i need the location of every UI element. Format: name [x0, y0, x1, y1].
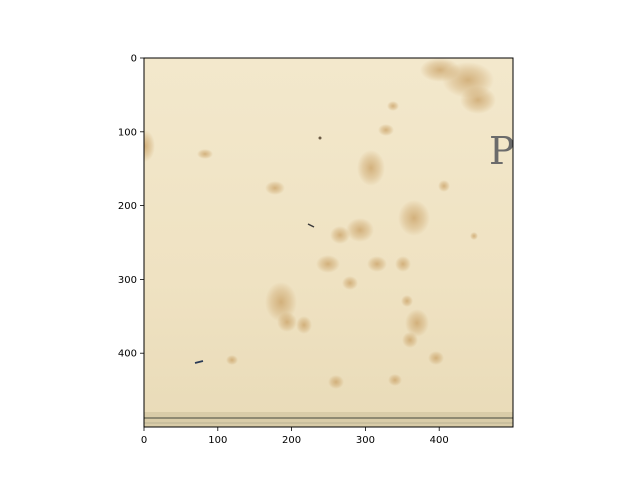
foxing-stain: [265, 282, 297, 322]
x-tick-label: 400: [430, 435, 449, 446]
x-tick-label: 300: [356, 435, 375, 446]
foxing-stain: [460, 86, 496, 114]
foxing-stains: [144, 58, 496, 389]
x-tick-label: 100: [208, 435, 227, 446]
foxing-stain: [144, 130, 155, 162]
y-tick-label: 100: [118, 127, 137, 138]
foxing-stain: [401, 295, 413, 307]
ink-mark-blue: [194, 360, 204, 364]
foxing-stain: [405, 309, 429, 337]
foxing-stain: [438, 180, 450, 192]
foxing-stain: [378, 124, 394, 136]
foxing-stain: [388, 374, 402, 386]
foxing-stain: [328, 375, 344, 389]
paper-background: [144, 58, 513, 427]
paper-bottom-edge: [144, 412, 513, 427]
foxing-stain: [387, 101, 399, 111]
foxing-stain: [346, 218, 374, 242]
foxing-stain: [357, 150, 385, 186]
x-tick-label: 0: [141, 435, 147, 446]
x-axis: 0 100 200 300 400: [141, 427, 449, 446]
foxing-stain: [296, 316, 312, 334]
foxing-stain: [197, 149, 213, 159]
y-axis: 0 100 200 300 400: [118, 54, 144, 360]
foxing-stain: [226, 355, 238, 365]
foxing-stain: [367, 256, 387, 272]
axes-frame: [143, 57, 514, 428]
y-tick-label: 0: [131, 54, 137, 65]
y-tick-label: 300: [118, 275, 137, 286]
foxing-stain: [398, 200, 430, 236]
foxing-stain: [316, 255, 340, 273]
y-tick-label: 200: [118, 201, 137, 212]
foxing-stain: [265, 181, 285, 195]
foxing-stain: [330, 226, 350, 244]
foxing-stain: [395, 256, 411, 272]
foxing-stain: [402, 332, 418, 348]
foxing-stain: [420, 58, 460, 82]
x-tick-label: 200: [282, 435, 301, 446]
foxing-stain: [470, 232, 478, 240]
y-tick-label: 400: [118, 349, 137, 360]
paper-image: P: [144, 58, 515, 427]
foxing-stain: [277, 312, 297, 332]
foxing-stain: [342, 276, 358, 290]
foxing-stain: [428, 351, 444, 365]
ink-dot: [318, 136, 322, 140]
ink-mark: [307, 223, 315, 228]
printed-glyph: P: [489, 129, 515, 173]
